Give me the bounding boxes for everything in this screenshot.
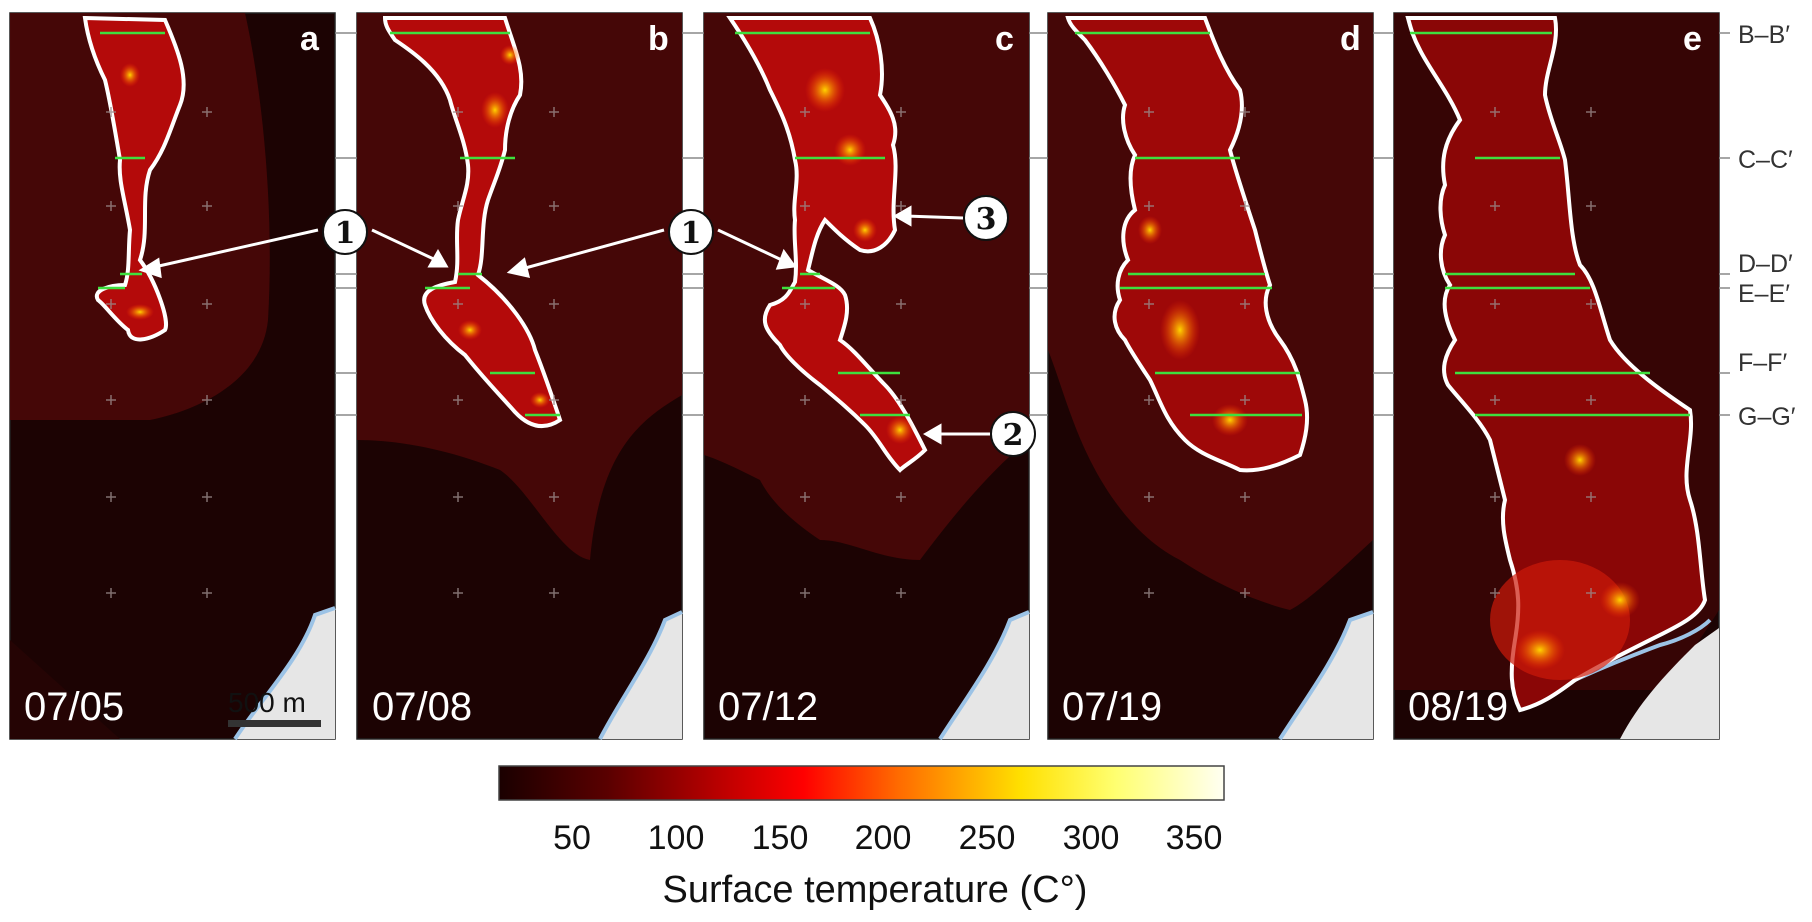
callout-1-number: 1 bbox=[335, 216, 356, 251]
scale-bar-label: 500 m bbox=[228, 687, 306, 718]
colorbar-tick-100: 100 bbox=[648, 819, 705, 857]
colorbar: 50 100 150 200 250 300 350 Surface tempe… bbox=[498, 765, 1225, 911]
panel-letter-c: c bbox=[995, 20, 1014, 58]
section-label-e: E–E′ bbox=[1738, 280, 1790, 308]
panel-date-c: 07/12 bbox=[718, 685, 818, 729]
panel-letter-e: e bbox=[1683, 20, 1702, 58]
colorbar-title: Surface temperature (C°) bbox=[663, 869, 1088, 911]
callout-1-number-b: 1 bbox=[681, 216, 702, 251]
panel-date-a: 07/05 bbox=[24, 685, 124, 729]
panel-date-b: 07/08 bbox=[372, 685, 472, 729]
colorbar-tick-250: 250 bbox=[959, 819, 1016, 857]
callout-3: 3 bbox=[963, 195, 1009, 241]
section-guides bbox=[335, 32, 1730, 416]
callout-2: 2 bbox=[990, 411, 1036, 457]
colorbar-tick-200: 200 bbox=[855, 819, 912, 857]
section-label-f: F–F′ bbox=[1738, 349, 1787, 377]
section-label-b: B–B′ bbox=[1738, 21, 1790, 49]
panel-a: a 07/05 500 m bbox=[9, 12, 336, 741]
callout-arrows bbox=[138, 205, 990, 445]
panel-c: c 07/12 bbox=[703, 12, 1030, 741]
panel-b: b 07/08 bbox=[356, 12, 683, 740]
lava-flow-outline bbox=[1065, 16, 1310, 473]
panel-e: e 08/19 bbox=[1393, 12, 1720, 740]
callout-3-number: 3 bbox=[976, 202, 997, 237]
panel-date-d: 07/19 bbox=[1062, 685, 1162, 729]
lava-flow-outline bbox=[82, 15, 186, 342]
panel-letter-a: a bbox=[300, 20, 320, 58]
section-label-g: G–G′ bbox=[1738, 403, 1796, 431]
scale-bar bbox=[228, 720, 321, 727]
colorbar-tick-50: 50 bbox=[553, 819, 591, 857]
panel-d: d 07/19 bbox=[1047, 12, 1374, 741]
section-label-d: D–D′ bbox=[1738, 250, 1793, 278]
lava-flow-outline bbox=[726, 16, 928, 473]
section-labels: B–B′ C–C′ D–D′ E–E′ F–F′ G–G′ bbox=[1738, 21, 1796, 431]
colorbar-tick-150: 150 bbox=[752, 819, 809, 857]
callout-1-right: 1 bbox=[668, 209, 714, 255]
lava-flow-outline bbox=[382, 16, 563, 429]
panel-date-e: 08/19 bbox=[1408, 685, 1508, 729]
callout-1-left: 1 bbox=[322, 209, 368, 255]
colorbar-tick-350: 350 bbox=[1166, 819, 1223, 857]
grid-crosses bbox=[106, 107, 1596, 598]
lava-flow-outline bbox=[1405, 16, 1708, 713]
colorbar-tick-300: 300 bbox=[1063, 819, 1120, 857]
colorbar-gradient bbox=[498, 765, 1225, 801]
callout-2-number: 2 bbox=[1003, 418, 1024, 453]
section-label-c: C–C′ bbox=[1738, 146, 1793, 174]
panel-letter-b: b bbox=[648, 20, 669, 58]
panel-letter-d: d bbox=[1340, 20, 1361, 58]
